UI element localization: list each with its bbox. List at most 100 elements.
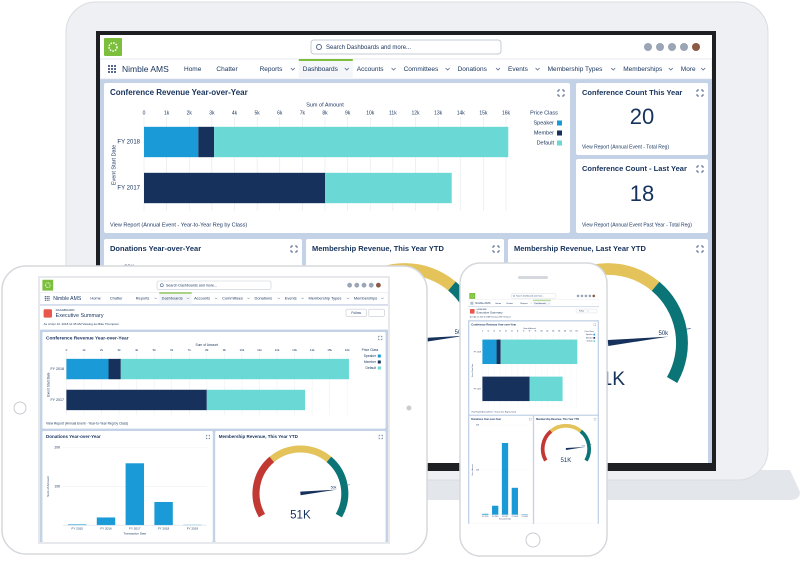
expand-icon[interactable] [557, 89, 565, 97]
header-icon[interactable] [361, 282, 367, 288]
header-icon[interactable] [354, 282, 360, 288]
menu-button[interactable] [588, 308, 598, 314]
expand-icon[interactable] [696, 165, 704, 173]
app-logo [104, 38, 122, 56]
report-link[interactable]: View Report (Annual Event - Year-to-Year… [471, 410, 516, 413]
dashboard-label: DASHBOARD [56, 308, 76, 312]
nav-tab[interactable]: More [681, 66, 696, 73]
nav-tab[interactable]: Membership Types [548, 66, 604, 73]
header-icon[interactable] [376, 282, 381, 288]
nav-tab[interactable]: Committees [222, 296, 243, 301]
panel-title: Membership Revenue, This Year YTD [312, 244, 444, 253]
nav-tab[interactable]: Reports [520, 302, 527, 305]
nav-tab[interactable]: Chatter [216, 66, 238, 73]
x-tick-label: 3k [209, 110, 215, 116]
nav-tab[interactable]: Memberships [623, 66, 663, 73]
nav-tab[interactable]: Accounts [357, 66, 384, 73]
phone-home-button [525, 532, 541, 548]
tab-chevron [391, 67, 396, 71]
menu-button[interactable] [368, 308, 385, 317]
nav-tab[interactable]: Membership Types [309, 296, 342, 301]
expand-icon[interactable] [696, 89, 704, 97]
x-tick-label: FY 2018 [158, 527, 170, 531]
header-icon[interactable] [668, 43, 676, 51]
active-tab [533, 299, 551, 307]
panel [534, 415, 598, 524]
expand-icon[interactable] [492, 245, 500, 253]
report-link[interactable]: View Report (Annual Event - Total Reg) [582, 144, 669, 150]
y-tick-label: 10K [55, 484, 62, 488]
y-tick-label: FY 2017 [117, 186, 140, 192]
y-tick-label: FY 2018 [474, 351, 481, 353]
nav-tab[interactable]: Donations [458, 66, 488, 73]
header-icon[interactable] [644, 43, 652, 51]
header-icon[interactable] [588, 294, 592, 298]
nav-tab[interactable]: Chatter [110, 296, 123, 301]
nav-tab[interactable]: Home [90, 296, 100, 301]
header-icon[interactable] [576, 294, 580, 298]
x-tick-label: FY 2019 [187, 527, 199, 531]
app-name: Nimble AMS [475, 301, 490, 305]
report-link[interactable]: View Report (Annual Event Past Year - To… [582, 222, 692, 228]
header-icon[interactable] [580, 294, 584, 298]
x-tick-label: FY 2018 [512, 516, 518, 518]
expand-icon[interactable] [378, 335, 383, 341]
expand-icon[interactable] [593, 323, 596, 326]
app-logo-mark [44, 282, 51, 289]
nav-tab[interactable]: Dashboards [534, 303, 545, 305]
tab-chevron [277, 297, 281, 300]
tab-chevron [700, 67, 706, 71]
bar-segment [120, 358, 349, 380]
nav-tab[interactable]: Events [508, 66, 529, 73]
report-link[interactable]: View Report (Annual Event - Year-to-Year… [110, 222, 247, 228]
follow-button[interactable] [575, 308, 588, 314]
header-icon[interactable] [584, 294, 588, 298]
header-icon[interactable] [692, 43, 700, 51]
nav-tab[interactable]: Committees [404, 66, 439, 73]
follow-label[interactable]: Follow [351, 311, 361, 315]
expand-icon[interactable] [205, 434, 211, 440]
search-box[interactable] [310, 39, 502, 55]
nav-tab[interactable]: Memberships [354, 296, 377, 301]
expand-icon[interactable] [529, 418, 532, 421]
tab-chevron [301, 297, 304, 300]
nav-tab[interactable]: Reports [260, 66, 284, 73]
gauge-band [326, 456, 349, 518]
search-box[interactable] [511, 293, 556, 299]
follow-label[interactable]: Follow [579, 311, 585, 313]
x-tick-label: 6k [277, 110, 283, 116]
expand-icon[interactable] [378, 434, 383, 440]
gauge-tick-label: 50k [331, 486, 337, 490]
expand-icon[interactable] [593, 418, 597, 421]
active-tab [159, 292, 192, 305]
header-icon[interactable] [368, 282, 374, 288]
tab-chevron [346, 297, 350, 300]
search-box[interactable] [156, 280, 272, 290]
nav-tab[interactable]: Dashboards [303, 66, 339, 73]
x-tick-label: 3k [117, 348, 121, 352]
header-icon[interactable] [656, 43, 664, 51]
follow-button[interactable] [345, 308, 367, 317]
header-icon[interactable] [347, 282, 352, 288]
panel-title: Conference Count - Last Year [582, 164, 687, 173]
nav-tab[interactable]: Reports [136, 296, 150, 301]
nav-tab[interactable]: Dashboards [162, 296, 183, 301]
nav-tab[interactable]: Donations [255, 296, 273, 301]
bar-segment [325, 172, 452, 204]
nav-tab[interactable]: Accounts [194, 296, 210, 301]
x-tick-label: 4k [135, 348, 139, 352]
header-icon[interactable] [680, 43, 688, 51]
nav-tab[interactable]: Home [184, 66, 202, 73]
nav-tab[interactable]: Chatter [506, 302, 513, 305]
header-icon[interactable] [592, 294, 596, 298]
tablet-screen: Search Dashboards and more... Nimble AMS H… [40, 278, 389, 542]
expand-icon[interactable] [290, 245, 298, 253]
report-link[interactable]: View Report (Annual Event - Year-to-Year… [46, 422, 128, 426]
x-axis-title: Transaction Date [123, 531, 146, 535]
expand-icon[interactable] [696, 245, 704, 253]
nav-tab[interactable]: Events [285, 296, 297, 301]
nav-tab[interactable]: Home [496, 303, 502, 305]
legend-label: Speaker [534, 120, 555, 126]
x-tick-label: 7k [523, 331, 525, 333]
x-tick-label: 3k [499, 331, 501, 333]
